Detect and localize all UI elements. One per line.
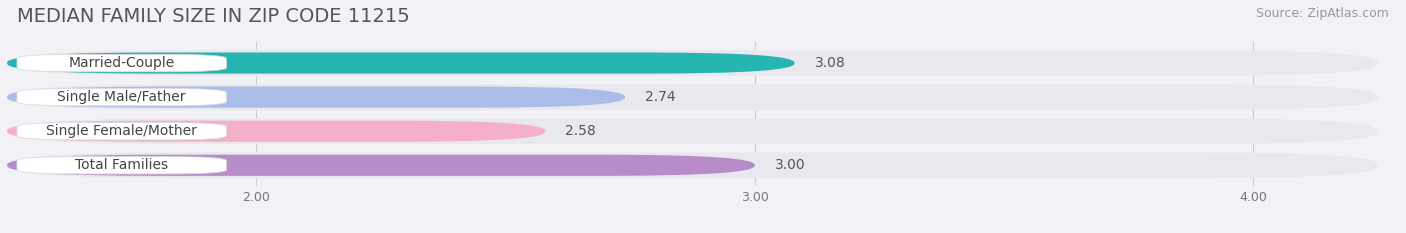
Text: 3.00: 3.00 bbox=[775, 158, 806, 172]
Text: MEDIAN FAMILY SIZE IN ZIP CODE 11215: MEDIAN FAMILY SIZE IN ZIP CODE 11215 bbox=[17, 7, 409, 26]
FancyBboxPatch shape bbox=[7, 118, 1378, 144]
Text: 3.08: 3.08 bbox=[814, 56, 845, 70]
FancyBboxPatch shape bbox=[17, 54, 226, 72]
FancyBboxPatch shape bbox=[7, 52, 794, 74]
Text: Total Families: Total Families bbox=[75, 158, 169, 172]
FancyBboxPatch shape bbox=[17, 89, 226, 106]
FancyBboxPatch shape bbox=[7, 84, 1378, 110]
FancyBboxPatch shape bbox=[7, 50, 1378, 76]
Text: Married-Couple: Married-Couple bbox=[69, 56, 174, 70]
FancyBboxPatch shape bbox=[7, 155, 755, 176]
Text: Single Male/Father: Single Male/Father bbox=[58, 90, 186, 104]
FancyBboxPatch shape bbox=[7, 153, 1378, 178]
FancyBboxPatch shape bbox=[17, 123, 226, 140]
Text: Single Female/Mother: Single Female/Mother bbox=[46, 124, 197, 138]
Text: 2.74: 2.74 bbox=[645, 90, 676, 104]
FancyBboxPatch shape bbox=[7, 87, 626, 108]
Text: 2.58: 2.58 bbox=[565, 124, 596, 138]
FancyBboxPatch shape bbox=[7, 121, 546, 142]
FancyBboxPatch shape bbox=[17, 157, 226, 174]
Text: Source: ZipAtlas.com: Source: ZipAtlas.com bbox=[1256, 7, 1389, 20]
